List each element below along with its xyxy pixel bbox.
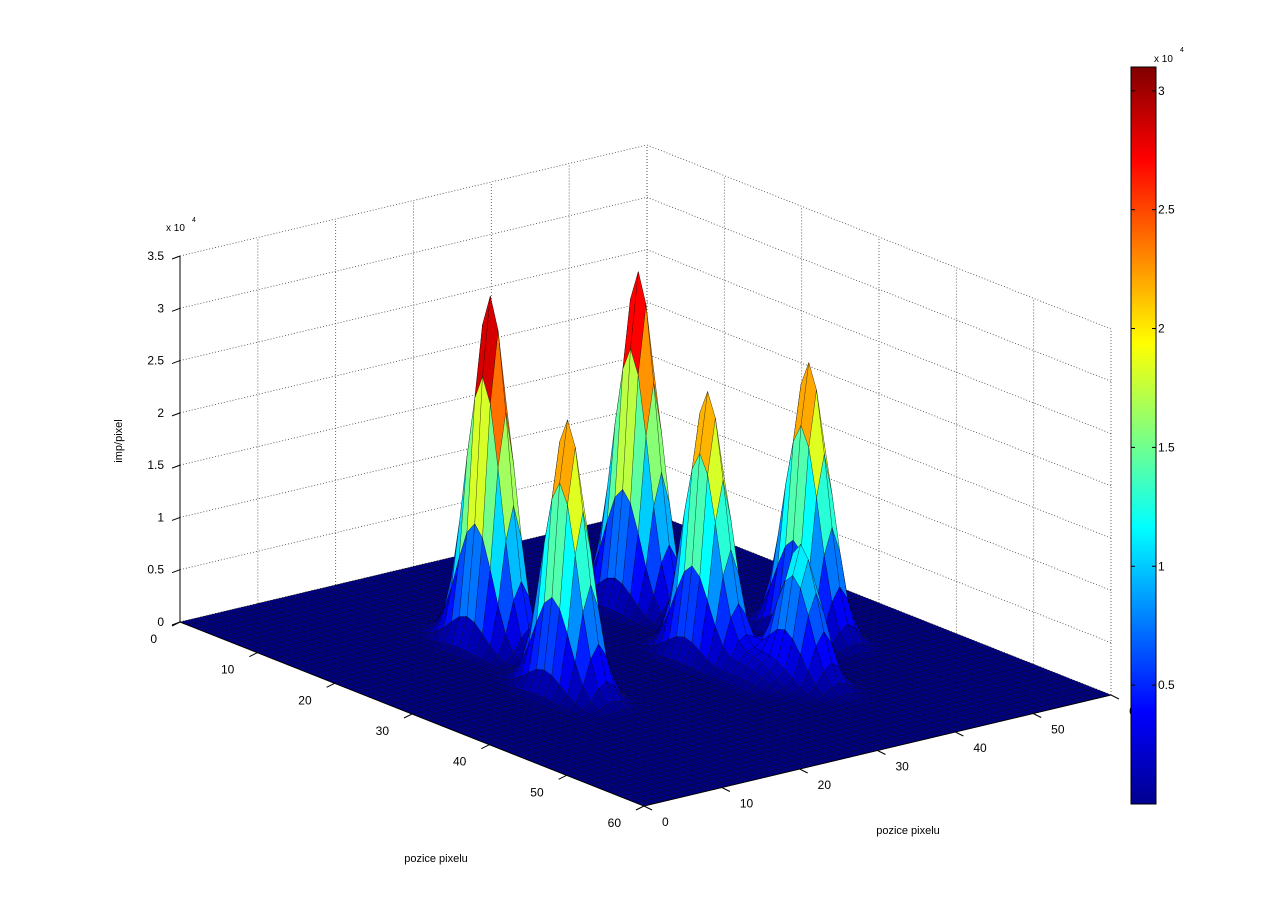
z-tick-label: 0.5 (147, 563, 164, 577)
z-tick-label: 1.5 (147, 458, 164, 472)
x-tick-label: 40 (453, 755, 467, 769)
x-tick-mark (635, 805, 645, 811)
y-axis-label: pozice pixelu (876, 825, 940, 837)
colorbar: 0.5 1 1.5 2 2.5 3 x 10 4 (1130, 47, 1184, 805)
x-tick-mark (481, 744, 490, 750)
y-tick-label: 0 (662, 815, 669, 829)
colorbar-tick-label: 0.5 (1158, 678, 1175, 692)
z-tick-label: 2.5 (147, 354, 164, 368)
y-tick-mark (955, 731, 964, 737)
colorbar-ticks: 0.5 1 1.5 2 2.5 3 (1131, 84, 1175, 692)
colorbar-tick-label: 1.5 (1158, 440, 1175, 454)
z-tick-mark (171, 307, 181, 312)
y-tick-mark (643, 805, 653, 811)
y-tick-mark (877, 750, 886, 755)
x-tick-mark (171, 621, 181, 627)
z-tick-label: 1 (157, 510, 164, 524)
colorbar-exponent-label: x 10 (1154, 54, 1173, 65)
colorbar-gradient (1130, 66, 1157, 805)
z-exponent-label: x 10 (166, 223, 185, 234)
y-tick-label: 40 (973, 741, 987, 755)
x-tick-mark (403, 713, 413, 719)
x-axis-label: pozice pixelu (404, 853, 468, 865)
z-tick-mark (171, 360, 181, 365)
y-tick-mark (1110, 694, 1120, 700)
x-tick-label: 30 (376, 724, 390, 738)
grid-line (179, 301, 1112, 487)
colorbar-tick-label: 2.5 (1158, 203, 1175, 217)
x-tick-label: 50 (530, 785, 544, 799)
y-tick-label: 30 (896, 760, 910, 774)
x-tick-mark (326, 682, 335, 688)
z-tick-mark (171, 464, 181, 469)
x-tick-mark (249, 652, 258, 658)
z-exponent-power: 4 (192, 217, 196, 224)
x-tick-label: 10 (221, 663, 235, 677)
z-tick-mark (171, 516, 181, 521)
x-tick-mark (558, 774, 567, 780)
z-tick-label: 3 (157, 301, 164, 315)
z-axis-label: imp/pixel (113, 419, 125, 462)
y-tick-mark (721, 787, 731, 792)
x-tick-label: 0 (150, 632, 157, 646)
z-tick-mark (171, 255, 181, 260)
y-tick-label: 10 (740, 797, 754, 811)
colorbar-tick-label: 2 (1158, 322, 1165, 336)
grid-line (179, 249, 1112, 434)
z-tick-label: 3.5 (147, 249, 164, 263)
x-tick-label: 60 (608, 816, 622, 830)
grid-line (179, 144, 1112, 330)
y-tick-mark (799, 768, 808, 774)
z-tick-label: 2 (157, 406, 164, 420)
z-tick-mark (171, 412, 181, 417)
colorbar-exponent-power: 4 (1180, 47, 1184, 54)
z-tick-mark (171, 569, 181, 574)
y-tick-mark (1032, 713, 1042, 718)
y-tick-label: 20 (818, 778, 832, 792)
grid-line (179, 196, 1112, 382)
colorbar-tick-label: 1 (1158, 559, 1165, 573)
colorbar-tick-label: 3 (1158, 84, 1165, 98)
z-tick-label: 0 (157, 615, 164, 629)
y-tick-label: 50 (1051, 723, 1065, 737)
x-tick-label: 20 (298, 693, 312, 707)
surface-mesh (179, 271, 1112, 807)
